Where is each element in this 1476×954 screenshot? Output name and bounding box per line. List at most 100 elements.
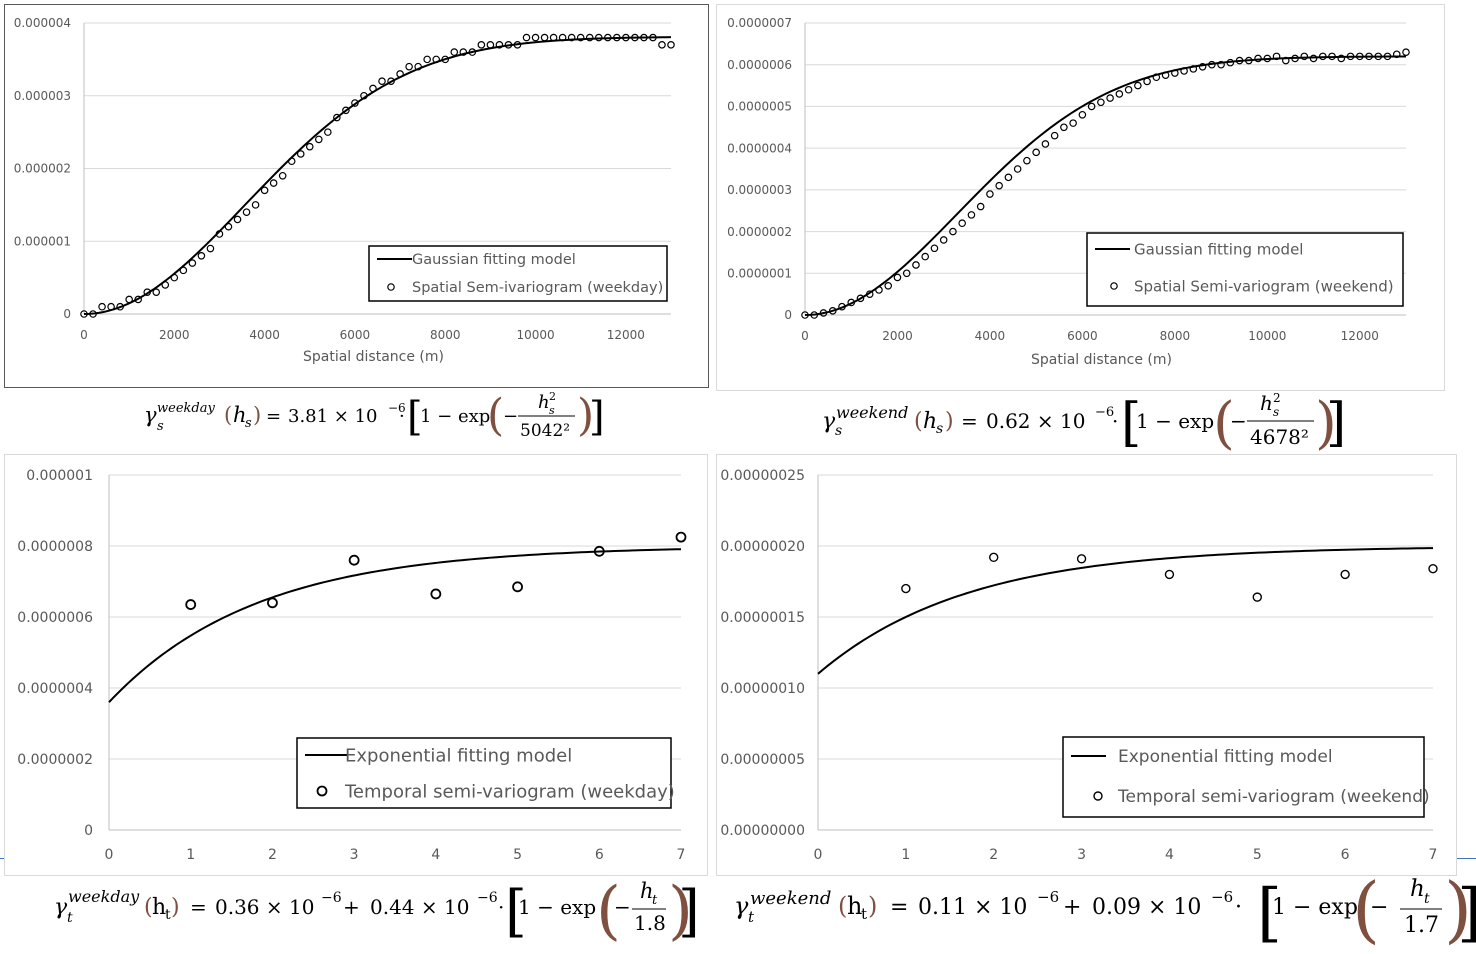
x-tick-label: 12000 xyxy=(1341,329,1379,343)
data-point xyxy=(1106,94,1114,102)
svg-text:−6: −6 xyxy=(1037,888,1059,906)
y-tick-label: 0.0000002 xyxy=(17,752,93,768)
svg-text:): ) xyxy=(577,390,594,441)
svg-text:t: t xyxy=(165,907,171,923)
x-tick-label: 4000 xyxy=(975,329,1006,343)
x-tick-label: 8000 xyxy=(430,328,461,342)
y-tick-label: 0.00000015 xyxy=(720,610,805,626)
data-point xyxy=(1180,67,1188,75)
x-tick-label: 0 xyxy=(814,847,823,863)
data-point xyxy=(1392,50,1401,59)
legend-box xyxy=(296,737,672,809)
data-point xyxy=(949,227,957,236)
svg-text:=: = xyxy=(190,895,207,919)
svg-text:−6: −6 xyxy=(321,890,342,906)
y-tick-label: 0.0000001 xyxy=(727,266,792,280)
fit-curve-line xyxy=(804,55,1407,316)
data-point xyxy=(1161,71,1170,79)
data-point xyxy=(1115,90,1124,98)
legend-label: Temporal semi-variogram (weekday) xyxy=(344,781,675,802)
svg-text:1.7: 1.7 xyxy=(1404,913,1439,938)
data-point xyxy=(450,48,459,56)
data-point xyxy=(1076,554,1087,564)
data-point xyxy=(324,128,332,136)
x-tick-label: 0 xyxy=(80,328,88,342)
svg-text:h: h xyxy=(1260,391,1273,415)
y-tick-label: 0.00000020 xyxy=(720,539,805,555)
svg-text:−6: −6 xyxy=(1211,888,1233,906)
data-point xyxy=(504,41,513,49)
svg-text:(: ( xyxy=(224,403,232,427)
data-point xyxy=(1060,123,1068,132)
data-point xyxy=(1032,148,1040,157)
svg-text:−: − xyxy=(1230,409,1247,433)
data-point xyxy=(828,307,837,315)
svg-text:−6: −6 xyxy=(477,890,498,906)
data-point xyxy=(838,302,846,311)
data-point xyxy=(640,33,648,42)
svg-text:−: − xyxy=(614,895,631,919)
svg-text:·: · xyxy=(1235,895,1242,920)
data-point xyxy=(1340,569,1350,580)
data-point xyxy=(613,33,621,42)
data-point xyxy=(1235,56,1244,65)
data-point xyxy=(531,33,540,42)
data-point xyxy=(995,181,1003,190)
background-divider xyxy=(1456,858,1476,859)
data-point xyxy=(549,33,558,42)
data-point xyxy=(967,211,976,219)
data-point xyxy=(567,33,576,42)
svg-text:·: · xyxy=(399,406,405,427)
data-point xyxy=(939,236,948,244)
data-point xyxy=(819,309,828,317)
data-point xyxy=(1272,52,1281,61)
data-point xyxy=(1365,52,1373,61)
y-tick-label: 0.000002 xyxy=(14,162,71,176)
data-point xyxy=(1208,60,1216,69)
data-point xyxy=(1300,52,1309,61)
svg-text:s: s xyxy=(549,404,555,417)
data-point xyxy=(1164,569,1175,580)
data-point xyxy=(1428,564,1438,574)
svg-text:weekend: weekend xyxy=(750,888,831,909)
data-point xyxy=(1309,54,1318,63)
chart-spatial-weekend-svg: 0 0.0000001 0.0000002 0.0000003 0.0000004 0.0… xyxy=(727,16,1410,368)
svg-text:1 − exp: 1 − exp xyxy=(518,895,596,919)
svg-text:+: + xyxy=(343,895,360,919)
formula-temporal-weekend: γ t weekend ( h t ) = 0.11 × 10 −6 + 0.0… xyxy=(734,872,1476,951)
data-point xyxy=(958,219,966,228)
svg-text:−6: −6 xyxy=(1095,405,1114,420)
svg-text:(: ( xyxy=(838,892,847,920)
data-point xyxy=(215,230,224,238)
x-axis-title: Spatial distance (m) xyxy=(303,349,444,365)
data-point xyxy=(649,33,657,42)
svg-text:−: − xyxy=(503,406,518,427)
data-point xyxy=(1374,52,1383,61)
data-point xyxy=(305,142,314,151)
data-point xyxy=(80,310,88,318)
data-point xyxy=(1189,65,1198,73)
legend-label: Gaussian fitting model xyxy=(412,252,576,268)
x-tick-label: 10000 xyxy=(516,328,554,342)
data-point xyxy=(522,33,531,42)
svg-text:0.09 × 10: 0.09 × 10 xyxy=(1092,895,1201,920)
data-point xyxy=(369,84,377,93)
data-point xyxy=(405,62,413,71)
svg-text:0.11 × 10: 0.11 × 10 xyxy=(918,895,1027,920)
svg-text:t: t xyxy=(67,910,73,926)
legend-box xyxy=(1086,232,1404,307)
data-point xyxy=(576,33,585,42)
data-point xyxy=(884,281,893,290)
svg-text:4678²: 4678² xyxy=(1250,425,1309,449)
svg-text:+: + xyxy=(1063,895,1081,920)
data-point xyxy=(1245,56,1253,65)
data-point xyxy=(594,33,603,42)
data-point xyxy=(269,179,278,187)
y-tick-label: 0.0000004 xyxy=(17,681,93,697)
data-point xyxy=(1355,52,1364,61)
svg-text:): ) xyxy=(1315,391,1337,454)
x-tick-label: 3 xyxy=(1077,847,1086,863)
x-tick-label: 2 xyxy=(989,847,998,863)
data-point xyxy=(260,186,269,195)
svg-text:=: = xyxy=(266,406,281,427)
